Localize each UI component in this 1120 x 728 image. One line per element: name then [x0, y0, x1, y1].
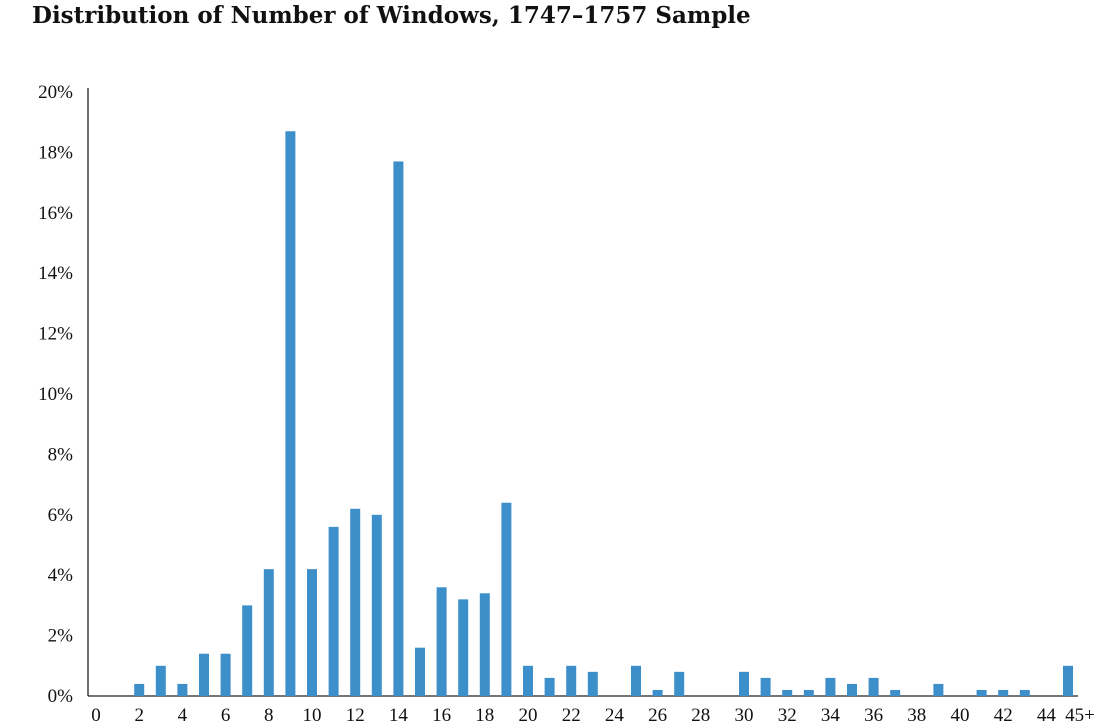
bar-27 [674, 671, 685, 696]
bar-18 [479, 593, 490, 696]
bar-30 [739, 671, 749, 696]
bar-34 [825, 677, 836, 696]
x-tick-label: 34 [821, 705, 841, 726]
bar-23 [587, 671, 598, 696]
bar-25 [631, 665, 641, 696]
x-tick-label: 8 [264, 705, 274, 726]
bar-35 [847, 683, 857, 696]
y-tick-label: 0% [48, 686, 74, 707]
bar-9 [285, 131, 296, 696]
y-tick-label: 16% [38, 203, 73, 224]
y-tick-label: 6% [48, 505, 74, 526]
bar-13 [371, 514, 382, 696]
bar-31 [760, 677, 771, 696]
bar-16 [436, 587, 447, 696]
bar-17 [458, 599, 469, 696]
bar-14 [393, 161, 404, 696]
bar-8 [263, 569, 274, 696]
bar-21 [544, 677, 555, 696]
bar-19 [501, 502, 512, 696]
bar-33 [803, 689, 814, 696]
x-tick-label: 40 [951, 705, 970, 726]
x-tick-label: 26 [648, 705, 667, 726]
bar-39 [933, 683, 944, 696]
bar-4 [177, 683, 188, 696]
x-tick-label: 30 [735, 705, 754, 726]
bar-41 [976, 689, 987, 696]
bar-36 [868, 677, 879, 696]
bar-2 [134, 683, 145, 696]
x-tick-label: 20 [519, 705, 538, 726]
x-tick-label: 18 [475, 705, 494, 726]
x-axis: 0 2 4 6 8 10 12 14 16 18 20 22 24 26 28 30 32 34 36 38 40 42 4… [88, 695, 1095, 726]
x-tick-label: 4 [178, 705, 188, 726]
bar-5 [199, 653, 209, 696]
bar-26 [652, 689, 663, 696]
bar-15 [415, 647, 425, 696]
y-tick-label: 4% [48, 565, 74, 586]
x-tick-label: 12 [346, 705, 365, 726]
x-tick-label: 38 [907, 705, 926, 726]
x-tick-label: 44 [1037, 705, 1057, 726]
bar-3 [155, 665, 166, 696]
bar-11 [328, 526, 339, 696]
y-tick-label: 12% [38, 324, 73, 345]
bar-12 [350, 508, 361, 696]
y-tick-label: 20% [38, 82, 73, 103]
bar-42 [998, 689, 1009, 696]
y-tick-label: 18% [38, 142, 73, 163]
bar-32 [782, 689, 793, 696]
y-tick-label: 14% [38, 263, 73, 284]
x-tick-label: 0 [91, 705, 101, 726]
x-tick-label: 22 [562, 705, 581, 726]
x-tick-label: 36 [864, 705, 883, 726]
x-tick-label: 2 [134, 705, 144, 726]
bar-22 [566, 665, 577, 696]
bar-43 [1019, 689, 1030, 696]
x-tick-label: 16 [432, 705, 451, 726]
x-tick-label: 14 [389, 705, 409, 726]
bar-37 [890, 689, 901, 696]
x-tick-label: 42 [994, 705, 1013, 726]
chart-title: Distribution of Number of Windows, 1747–… [32, 2, 751, 29]
y-axis: 0% 2% 4% 6% 8% 10% 12% 14% 16% 18% 20% [38, 82, 89, 707]
x-tick-label: 6 [221, 705, 231, 726]
x-tick-label: 45+ [1065, 705, 1095, 726]
x-tick-label: 32 [778, 705, 797, 726]
bar-7 [242, 605, 253, 696]
bar-45+ [1063, 665, 1073, 696]
bar-10 [307, 569, 317, 696]
x-tick-label: 10 [303, 705, 322, 726]
bar-6 [220, 653, 231, 696]
y-tick-label: 2% [48, 626, 74, 647]
y-tick-label: 10% [38, 384, 73, 405]
bars [134, 131, 1073, 696]
x-tick-label: 28 [691, 705, 710, 726]
x-tick-label: 24 [605, 705, 625, 726]
bar-20 [523, 665, 533, 696]
y-tick-label: 8% [48, 444, 74, 465]
